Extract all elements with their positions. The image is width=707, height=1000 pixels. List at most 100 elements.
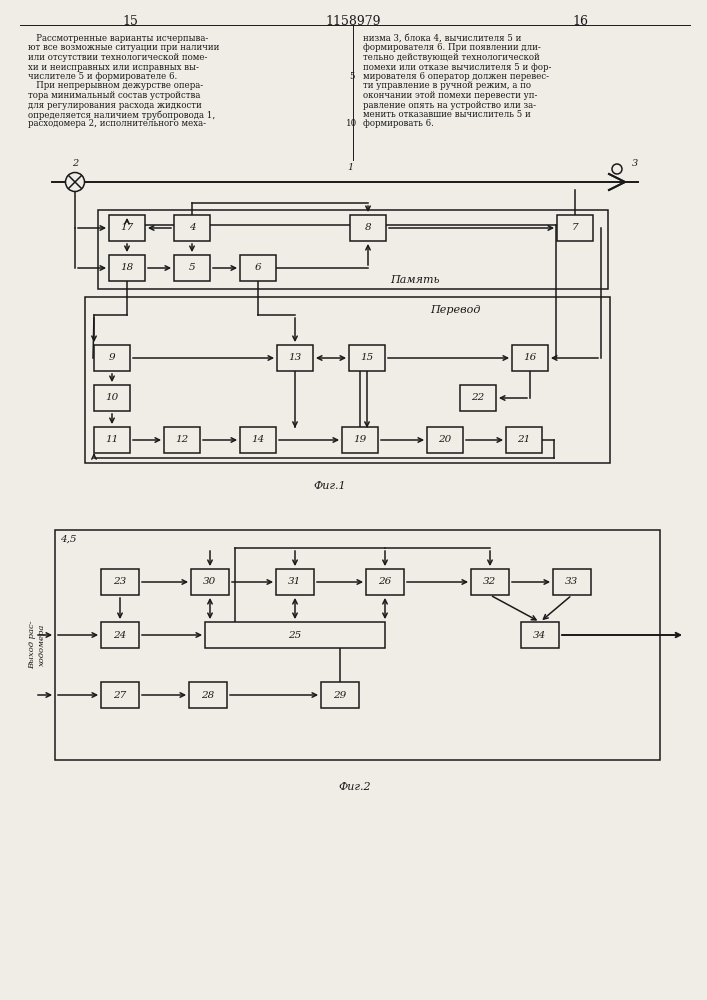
Bar <box>205 622 385 648</box>
Text: Рассмотренные варианты исчерпыва-: Рассмотренные варианты исчерпыва- <box>28 34 209 43</box>
Text: 5: 5 <box>349 72 355 81</box>
Bar <box>506 427 542 453</box>
Text: помехи или отказе вычислителя 5 и фор-: помехи или отказе вычислителя 5 и фор- <box>363 62 551 72</box>
Text: 12: 12 <box>175 436 189 444</box>
Text: 6: 6 <box>255 263 262 272</box>
Text: 16: 16 <box>572 15 588 28</box>
Text: равление опять на устройство или за-: равление опять на устройство или за- <box>363 101 536 109</box>
Text: 3: 3 <box>632 159 638 168</box>
Text: 24: 24 <box>113 631 127 640</box>
Bar <box>94 345 130 371</box>
Bar <box>349 345 385 371</box>
Text: 23: 23 <box>113 578 127 586</box>
Bar <box>427 427 463 453</box>
Text: 27: 27 <box>113 690 127 700</box>
Text: ти управление в ручной режим, а по: ти управление в ручной режим, а по <box>363 82 531 91</box>
Text: 22: 22 <box>472 393 484 402</box>
Bar <box>101 569 139 595</box>
Text: 26: 26 <box>378 578 392 586</box>
Bar <box>471 569 509 595</box>
Text: ют все возможные ситуации при наличии: ют все возможные ситуации при наличии <box>28 43 219 52</box>
Text: окончании этой помехи перевести уп-: окончании этой помехи перевести уп- <box>363 91 537 100</box>
Circle shape <box>66 172 85 192</box>
Bar <box>109 215 145 241</box>
Text: 21: 21 <box>518 436 531 444</box>
Bar <box>277 345 313 371</box>
Text: Фиг.2: Фиг.2 <box>339 782 371 792</box>
Text: Выход рас-
ходомера: Выход рас- ходомера <box>28 621 45 669</box>
Text: 14: 14 <box>252 436 264 444</box>
Text: 20: 20 <box>438 436 452 444</box>
Text: При непрерывном дежурстве опера-: При непрерывном дежурстве опера- <box>28 82 203 91</box>
Bar <box>366 569 404 595</box>
Text: 7: 7 <box>572 224 578 232</box>
Text: 16: 16 <box>523 354 537 362</box>
Bar <box>460 385 496 411</box>
Bar <box>164 427 200 453</box>
Text: 11: 11 <box>105 436 119 444</box>
Text: 17: 17 <box>120 224 134 232</box>
Text: 9: 9 <box>109 354 115 362</box>
Text: тельно действующей технологической: тельно действующей технологической <box>363 53 539 62</box>
Text: 33: 33 <box>566 578 578 586</box>
Bar <box>101 622 139 648</box>
Bar <box>85 297 610 463</box>
Text: 32: 32 <box>484 578 496 586</box>
Text: 28: 28 <box>201 690 215 700</box>
Bar <box>553 569 591 595</box>
Bar <box>321 682 359 708</box>
Bar <box>94 385 130 411</box>
Text: для регулирования расхода жидкости: для регулирования расхода жидкости <box>28 101 201 109</box>
Bar <box>98 210 608 289</box>
Bar <box>557 215 593 241</box>
Text: 18: 18 <box>120 263 134 272</box>
Text: 25: 25 <box>288 631 302 640</box>
Text: мирователя 6 оператор должен перевес-: мирователя 6 оператор должен перевес- <box>363 72 549 81</box>
Text: 4,5: 4,5 <box>60 535 76 544</box>
Bar <box>342 427 378 453</box>
Text: 15: 15 <box>361 354 373 362</box>
Text: хи и неисправных или исправных вы-: хи и неисправных или исправных вы- <box>28 62 199 72</box>
Text: 19: 19 <box>354 436 367 444</box>
Bar <box>189 682 227 708</box>
Circle shape <box>612 164 622 174</box>
Bar <box>109 255 145 281</box>
Bar <box>55 530 660 760</box>
Text: формировать 6.: формировать 6. <box>363 119 434 128</box>
Bar <box>174 215 210 241</box>
Bar <box>94 427 130 453</box>
Text: Память: Память <box>390 275 440 285</box>
Text: 10: 10 <box>346 119 358 128</box>
Bar <box>512 345 548 371</box>
Text: 10: 10 <box>105 393 119 402</box>
Bar <box>521 622 559 648</box>
Text: 1: 1 <box>347 163 353 172</box>
Text: 5: 5 <box>189 263 195 272</box>
Text: расходомера 2, исполнительного меха-: расходомера 2, исполнительного меха- <box>28 119 206 128</box>
Text: 8: 8 <box>365 224 371 232</box>
Text: определяется наличием трубопровода 1,: определяется наличием трубопровода 1, <box>28 110 215 119</box>
Bar <box>350 215 386 241</box>
Text: формирователя 6. При появлении дли-: формирователя 6. При появлении дли- <box>363 43 541 52</box>
Text: 29: 29 <box>334 690 346 700</box>
Text: 34: 34 <box>533 631 547 640</box>
Bar <box>191 569 229 595</box>
Text: 4: 4 <box>189 224 195 232</box>
Bar <box>276 569 314 595</box>
Bar <box>101 682 139 708</box>
Bar <box>240 255 276 281</box>
Bar <box>240 427 276 453</box>
Bar <box>174 255 210 281</box>
Text: 31: 31 <box>288 578 302 586</box>
Text: низма 3, блока 4, вычислителя 5 и: низма 3, блока 4, вычислителя 5 и <box>363 34 521 43</box>
Text: 2: 2 <box>72 159 78 168</box>
Text: 15: 15 <box>122 15 138 28</box>
Text: менить отказавшие вычислитель 5 и: менить отказавшие вычислитель 5 и <box>363 110 531 119</box>
Text: числителе 5 и формирователе 6.: числителе 5 и формирователе 6. <box>28 72 177 81</box>
Text: 1158979: 1158979 <box>325 15 381 28</box>
Text: 13: 13 <box>288 354 302 362</box>
Text: тора минимальный состав устройства: тора минимальный состав устройства <box>28 91 200 100</box>
Text: 30: 30 <box>204 578 216 586</box>
Text: или отсутствии технологической поме-: или отсутствии технологической поме- <box>28 53 207 62</box>
Text: Перевод: Перевод <box>430 305 480 315</box>
